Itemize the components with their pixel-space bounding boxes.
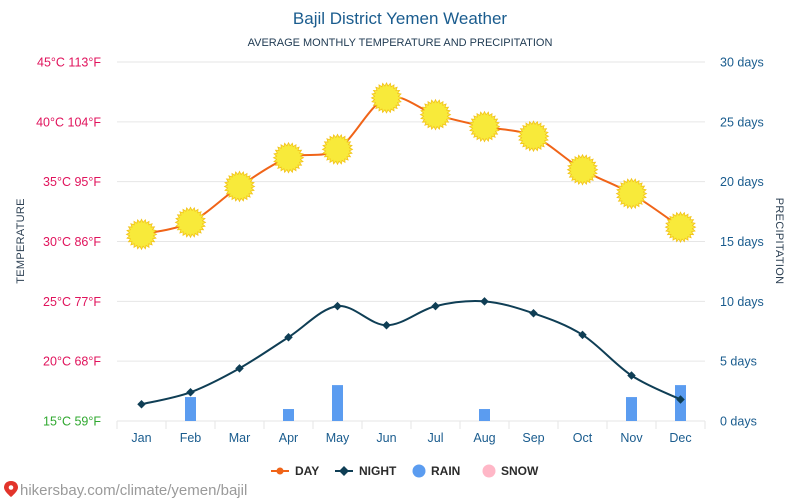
day-point-sun-icon[interactable] bbox=[272, 141, 305, 174]
footer-link[interactable]: hikersbay.com/climate/yemen/bajil bbox=[4, 481, 247, 499]
chart-subtitle: AVERAGE MONTHLY TEMPERATURE AND PRECIPIT… bbox=[248, 37, 553, 49]
day-point-sun-icon[interactable] bbox=[370, 82, 403, 114]
month-tick-label: Nov bbox=[620, 431, 643, 445]
day-point-sun-icon[interactable] bbox=[174, 206, 207, 239]
day-point-sun-icon[interactable] bbox=[125, 218, 158, 251]
legend-night-marker bbox=[339, 466, 349, 476]
month-tick-label: Jan bbox=[131, 431, 151, 445]
night-point[interactable] bbox=[529, 309, 538, 318]
legend-item-day[interactable]: DAY bbox=[271, 464, 319, 478]
day-point-sun-icon[interactable] bbox=[321, 133, 354, 166]
legend-item-night[interactable]: NIGHT bbox=[335, 464, 397, 478]
temperature-tick-label: 40°C 104°F bbox=[36, 115, 101, 129]
month-axis-ticks: Jan Feb Mar Apr May Jun Jul Aug Sep Oct Nov Dec bbox=[131, 431, 691, 445]
rain-bar[interactable] bbox=[332, 385, 343, 421]
day-point-sun-icon[interactable] bbox=[223, 170, 256, 203]
precipitation-tick-label: 10 days bbox=[720, 295, 764, 309]
month-tick-label: Aug bbox=[473, 431, 495, 445]
rain-bar[interactable] bbox=[283, 409, 294, 421]
night-point[interactable] bbox=[578, 330, 587, 340]
day-point-sun-icon[interactable] bbox=[615, 177, 648, 210]
night-point[interactable] bbox=[676, 395, 685, 404]
night-point[interactable] bbox=[431, 301, 440, 311]
night-point[interactable] bbox=[235, 364, 244, 373]
day-point-sun-icon[interactable] bbox=[566, 153, 599, 186]
rain-bar[interactable] bbox=[185, 397, 196, 421]
day-point-sun-icon[interactable] bbox=[664, 211, 697, 244]
night-point[interactable] bbox=[382, 321, 391, 330]
night-point[interactable] bbox=[284, 332, 293, 342]
day-temperature-line bbox=[141, 95, 682, 236]
night-temperature-line bbox=[141, 300, 681, 406]
legend-item-snow[interactable]: SNOW bbox=[482, 464, 540, 478]
precipitation-tick-label: 5 days bbox=[720, 355, 757, 369]
temperature-tick-label: 15°C 59°F bbox=[43, 415, 101, 429]
precipitation-tick-label: 15 days bbox=[720, 235, 764, 249]
footer-url[interactable]: hikersbay.com/climate/yemen/bajil bbox=[20, 482, 247, 499]
precipitation-axis-label: PRECIPITATION bbox=[773, 198, 785, 285]
legend-rain-marker bbox=[412, 464, 426, 478]
month-tick-label: Apr bbox=[279, 431, 298, 445]
legend-day-marker bbox=[276, 467, 284, 475]
grid-lines bbox=[116, 61, 706, 429]
legend-rain-label: RAIN bbox=[431, 464, 460, 478]
precipitation-tick-label: 0 days bbox=[720, 415, 757, 429]
precipitation-tick-label: 30 days bbox=[720, 56, 764, 70]
legend-snow-label: SNOW bbox=[501, 464, 539, 478]
month-tick-label: Oct bbox=[573, 431, 593, 445]
night-point[interactable] bbox=[627, 371, 636, 380]
legend-day-label: DAY bbox=[295, 464, 319, 478]
night-point[interactable] bbox=[186, 388, 195, 397]
month-tick-label: Jun bbox=[376, 431, 396, 445]
temperature-axis-label: TEMPERATURE bbox=[15, 198, 27, 284]
day-point-sun-icon[interactable] bbox=[517, 120, 550, 153]
month-tick-label: Sep bbox=[522, 431, 544, 445]
month-tick-label: May bbox=[326, 431, 350, 445]
chart-title: Bajil District Yemen Weather bbox=[293, 9, 508, 28]
temperature-tick-label: 30°C 86°F bbox=[43, 235, 101, 249]
rain-bar[interactable] bbox=[479, 409, 490, 421]
legend: DAY NIGHT RAIN SNOW bbox=[271, 464, 539, 478]
day-point-sun-icon[interactable] bbox=[468, 110, 501, 143]
temperature-tick-label: 25°C 77°F bbox=[43, 295, 101, 309]
location-pin-dot bbox=[8, 485, 14, 490]
night-point[interactable] bbox=[137, 400, 146, 409]
day-point-sun-icon[interactable] bbox=[419, 98, 452, 131]
temperature-lines bbox=[125, 82, 697, 409]
rain-bars bbox=[185, 385, 686, 421]
legend-item-rain[interactable]: RAIN bbox=[412, 464, 461, 478]
month-tick-label: Mar bbox=[229, 431, 251, 445]
precipitation-tick-label: 20 days bbox=[720, 175, 764, 189]
month-tick-label: Dec bbox=[669, 431, 691, 445]
month-tick-label: Jul bbox=[428, 431, 444, 445]
temperature-tick-label: 45°C 113°F bbox=[37, 56, 101, 70]
legend-snow-marker bbox=[482, 464, 496, 478]
precipitation-axis-ticks: 0 days 5 days 10 days 15 days 20 days 25 days… bbox=[720, 56, 764, 429]
rain-bar[interactable] bbox=[626, 397, 637, 421]
temperature-tick-label: 20°C 68°F bbox=[43, 355, 101, 369]
night-point[interactable] bbox=[480, 297, 489, 306]
precipitation-tick-label: 25 days bbox=[720, 115, 764, 129]
temperature-axis-ticks: 15°C 59°F 20°C 68°F 25°C 77°F 30°C 86°F 35°C… bbox=[36, 56, 101, 429]
temperature-tick-label: 35°C 95°F bbox=[43, 175, 101, 189]
month-tick-label: Feb bbox=[180, 431, 202, 445]
night-point[interactable] bbox=[333, 301, 342, 311]
legend-night-label: NIGHT bbox=[359, 464, 397, 478]
